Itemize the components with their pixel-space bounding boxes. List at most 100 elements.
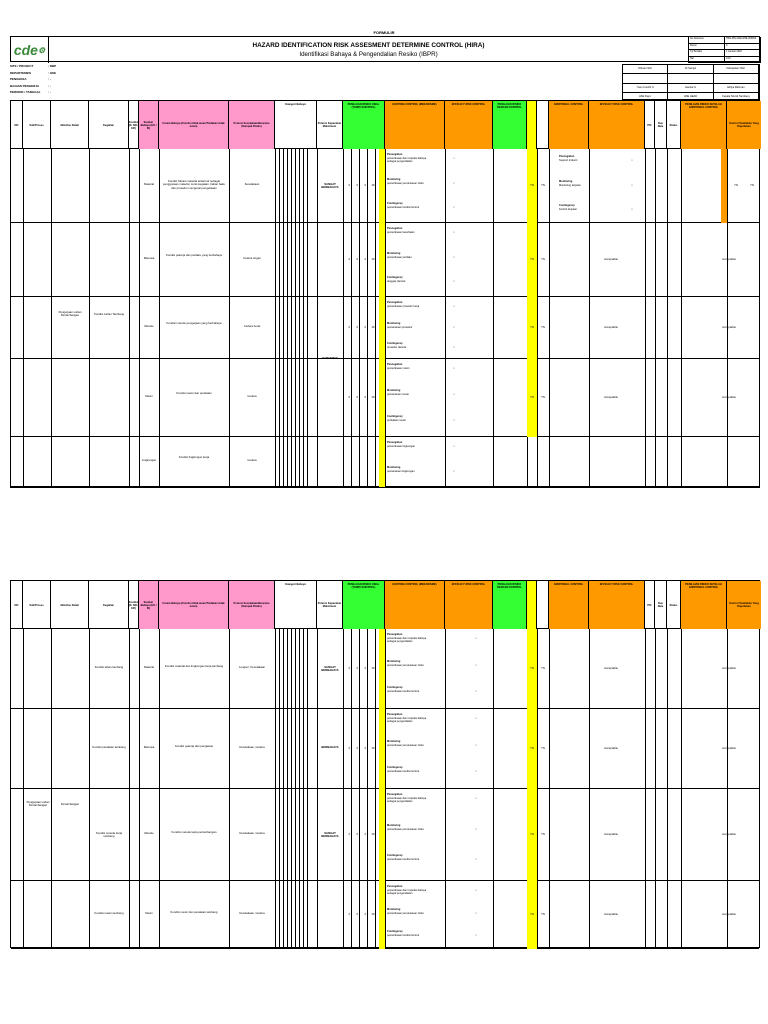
column-divider <box>51 629 52 708</box>
additional-title: Monitoring <box>559 179 573 183</box>
col-aktivitas-detail: Aktivitas Detail <box>51 101 89 149</box>
column-divider <box>445 437 446 486</box>
column-divider <box>385 297 386 358</box>
score-divider <box>359 223 360 296</box>
column-divider <box>229 297 230 358</box>
column-divider <box>139 359 140 436</box>
score-cell: 16 <box>371 666 375 670</box>
kategori-divider <box>291 359 292 436</box>
col-kegiatan: Kegiatan <box>89 581 129 629</box>
column-divider <box>589 709 590 788</box>
control-title: Pencegahan <box>387 153 403 156</box>
column-divider <box>667 223 668 296</box>
info-block: SITE / PROJECT: DBP DEPARTEMEN: HSE PENG… <box>10 64 760 102</box>
column-divider <box>139 437 140 486</box>
control-title: Pencegahan <box>387 301 403 304</box>
col-residual <box>527 101 537 149</box>
column-divider <box>681 629 682 708</box>
residual-highlight <box>527 629 537 709</box>
score-cell: 4 <box>348 257 350 261</box>
acceptable-cell-2: Acceptable <box>722 746 736 750</box>
control-text: pemeriksaan kondisi kontrol <box>387 858 420 862</box>
column-divider <box>655 223 656 296</box>
column-divider <box>89 359 90 436</box>
score-cell: 16 <box>371 395 375 399</box>
kategori-divider <box>279 223 280 296</box>
column-divider <box>139 629 140 708</box>
score-divider <box>367 789 368 880</box>
control-text: pemeriksaan dan inspeksi bahaya sebagai … <box>387 157 427 164</box>
sumber-bahaya-cell: Metode <box>144 324 154 328</box>
kategori-divider <box>299 629 300 708</box>
score-divider <box>351 437 352 486</box>
score-cell: 4 <box>364 832 366 836</box>
col-additional: ADDITIONAL CONTROL <box>549 581 589 629</box>
meta-row: Tgl Berlaku 1 Januari 2022 <box>689 50 761 57</box>
column-divider <box>445 359 446 436</box>
column-divider <box>493 359 494 436</box>
col-residual-label <box>537 581 549 629</box>
column-divider <box>343 709 344 788</box>
sumber-bahaya-cell: Material <box>144 182 154 186</box>
score-cell: 3 <box>356 912 358 916</box>
kategori-divider <box>283 789 284 880</box>
column-divider <box>445 223 446 296</box>
control-text: pemeriksaan dan inspeksi bahaya sebagai … <box>387 797 427 804</box>
group-aktivitas: Pengerjaan Lahan Pertambangan <box>26 800 50 808</box>
column-divider <box>23 789 24 880</box>
kategori-divider <box>283 629 284 708</box>
col-status: Status <box>667 581 681 629</box>
score-divider <box>359 149 360 222</box>
score-highlight <box>379 359 385 437</box>
column-divider <box>159 709 160 788</box>
residual-cell: TN <box>530 183 534 187</box>
column-divider <box>549 789 550 880</box>
column-divider <box>129 149 130 222</box>
uraian-bahaya-cell: Kondisi metode kerja pertambangan <box>171 830 217 834</box>
col-kegiatan: Kegiatan <box>89 101 129 149</box>
score-cell: 3 <box>356 325 358 329</box>
control-title: Monitoring <box>387 739 401 743</box>
score-cell: 4 <box>348 832 350 836</box>
kategori-divider <box>299 223 300 296</box>
column-divider <box>537 297 538 358</box>
form-label: FORMULIR <box>373 30 395 35</box>
group-kegiatan: Kondisi Lahan Tambang <box>94 312 124 316</box>
score-divider <box>367 359 368 436</box>
meta-row: Revisi 0 <box>689 43 761 50</box>
column-divider <box>343 223 344 296</box>
column-divider <box>681 437 682 486</box>
column-header-row: NO Sub/Proses Aktivitas Detail Kegiatan … <box>11 581 761 629</box>
efficacy-mark: ○ <box>475 888 477 892</box>
col-efficacy: EFFICACY RISK CONTROL <box>445 101 493 149</box>
column-divider <box>23 629 24 708</box>
column-divider <box>537 881 538 948</box>
col-uraian-bahaya: Uraian Bahaya (Kondisi tidak aman/Tindak… <box>159 581 229 629</box>
column-divider <box>667 437 668 486</box>
control-title: Monitoring <box>387 823 401 827</box>
column-divider <box>129 789 130 880</box>
column-divider <box>645 149 646 222</box>
meta-row: No Dokumen HRA-PIN-CDE-SHE-000000 <box>689 37 761 44</box>
efficacy-mark: ○ <box>631 158 633 162</box>
kategori-divider <box>303 789 304 880</box>
score-divider <box>367 297 368 358</box>
column-divider <box>275 709 276 788</box>
control-title: Monitoring <box>387 389 401 392</box>
kategori-divider <box>299 789 300 880</box>
kategori-divider <box>295 437 296 486</box>
column-divider <box>655 709 656 788</box>
uraian-bahaya-cell: Kondisi mesin dan peralatan <box>176 391 212 395</box>
acceptable-cell-2: Acceptable <box>722 912 736 916</box>
column-divider <box>317 223 318 296</box>
column-divider <box>681 297 682 358</box>
control-title: Contingency <box>387 686 403 690</box>
score-divider <box>351 789 352 880</box>
kategori-divider <box>299 709 300 788</box>
kategori-divider <box>295 359 296 436</box>
column-divider <box>589 629 590 708</box>
sumber-bahaya-cell: Manusia <box>143 745 155 749</box>
column-divider <box>667 629 668 708</box>
score-divider <box>375 437 376 486</box>
kategori-cell: SANGAT BERBAHAYA <box>321 665 339 673</box>
